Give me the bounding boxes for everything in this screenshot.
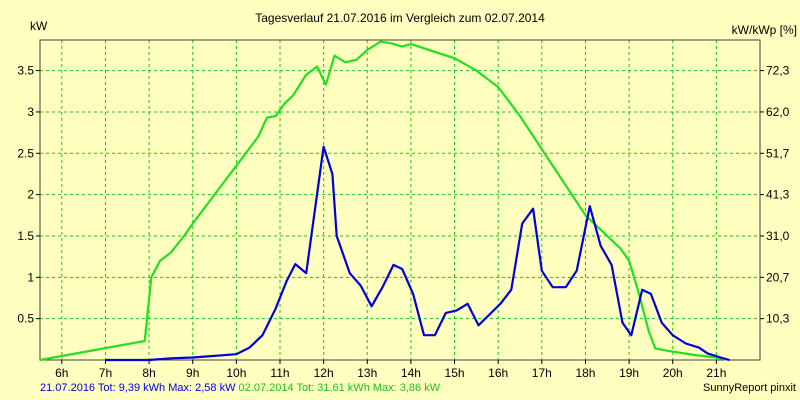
x-tick-label: 19h [619, 366, 639, 380]
x-tick-label: 17h [532, 366, 552, 380]
y-tick-label-right: 51,7 [766, 146, 790, 160]
y-tick-label-left: 3 [27, 105, 34, 119]
x-tick-label: 15h [445, 366, 465, 380]
y-axis-ticks-right: 10,3 20,7 31,0 41,3 51,7 62,0 72,3 [760, 64, 790, 326]
series-line-blue [105, 145, 730, 362]
x-tick-label: 12h [314, 366, 334, 380]
x-tick-label: 14h [401, 366, 421, 380]
grid [40, 40, 760, 360]
x-tick-label: 21h [706, 366, 726, 380]
y-tick-label-right: 41,3 [766, 188, 790, 202]
y-tick-label-left: 1 [27, 270, 34, 284]
legend-footer: 21.07.2016 Tot: 9,39 kWh Max: 2,58 kW 02… [40, 382, 440, 394]
y-tick-label-left: 3.5 [17, 64, 34, 78]
series-layer [39, 40, 730, 362]
x-tick-label: 10h [226, 366, 246, 380]
y-tick-label-left: 0.5 [17, 312, 34, 326]
x-tick-label: 11h [270, 366, 289, 380]
y-axis-label-right: kW/kWp [%] [732, 23, 797, 37]
x-tick-label: 13h [357, 366, 377, 380]
y-tick-label-right: 31,0 [766, 229, 790, 243]
x-tick-label: 8h [142, 366, 155, 380]
x-axis-ticks: 6h 7h 8h 9h 10h 11h 12h 13h 14h 15h 16h 17h 18h 19h 20… [55, 360, 726, 380]
y-tick-label-right: 10,3 [766, 312, 790, 326]
y-tick-label-right: 72,3 [766, 64, 790, 78]
footer-credit: SunnyReport pinxit [703, 382, 796, 394]
x-tick-label: 20h [663, 366, 683, 380]
x-tick-label: 18h [575, 366, 595, 380]
series-line-green [39, 40, 730, 362]
legend-green-series: 02.07.2014 Tot: 31,61 kWh Max: 3,86 kW [238, 382, 441, 394]
y-tick-label-left: 1.5 [17, 229, 34, 243]
chart-title: Tagesverlauf 21.07.2016 im Vergleich zum… [255, 11, 545, 25]
y-axis-ticks-left: 0.5 1 1.5 2 2.5 3 3.5 [17, 64, 40, 326]
y-axis-label-left: kW [30, 19, 48, 33]
y-tick-label-left: 2 [27, 188, 34, 202]
y-tick-label-left: 2.5 [17, 146, 34, 160]
x-tick-label: 6h [55, 366, 68, 380]
legend-blue-series: 21.07.2016 Tot: 9,39 kWh Max: 2,58 kW [40, 382, 236, 394]
plot-frame [39, 39, 761, 361]
y-tick-label-right: 20,7 [766, 270, 790, 284]
x-tick-label: 7h [99, 366, 112, 380]
x-tick-label: 16h [488, 366, 508, 380]
y-tick-label-right: 62,0 [766, 105, 790, 119]
x-tick-label: 9h [186, 366, 199, 380]
